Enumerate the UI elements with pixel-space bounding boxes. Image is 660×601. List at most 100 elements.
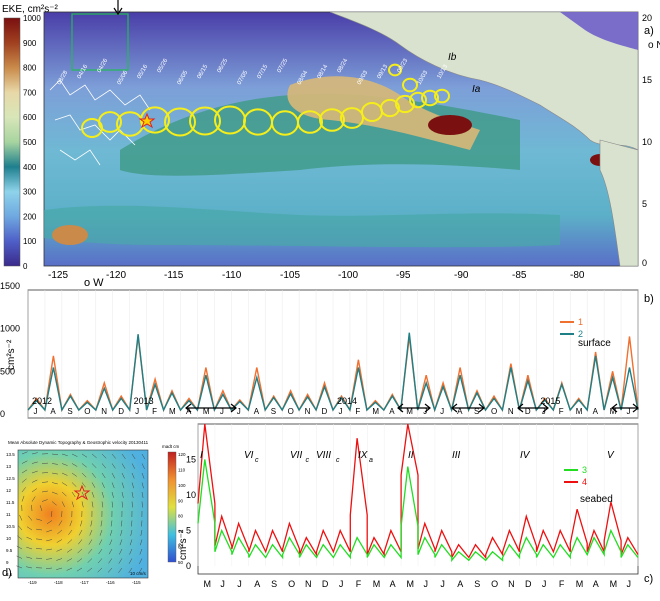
panel-c-month-label: M bbox=[610, 579, 618, 589]
colorbar-tick-label: 700 bbox=[23, 88, 37, 97]
map-x-tick-label: -110 bbox=[222, 270, 242, 281]
panel-c-month-label: S bbox=[474, 579, 480, 589]
panel-b-year-label: 2014 bbox=[337, 396, 357, 406]
panel-c-month-label: J bbox=[339, 579, 344, 589]
panel-b-month-label: J bbox=[440, 407, 444, 416]
madt-colorbar-tick: 100 bbox=[178, 483, 186, 488]
panel-c-ytick-label: 10 bbox=[186, 490, 196, 500]
panel-c-month-label: M bbox=[576, 579, 584, 589]
place-label-ib: Ib bbox=[448, 52, 457, 63]
panel-d-ytick: 9 bbox=[6, 560, 9, 565]
event-label-subscript: a bbox=[369, 457, 373, 464]
panel-b-month-label: N bbox=[508, 407, 514, 416]
map-x-tick-label: -115 bbox=[164, 270, 184, 281]
panel-b-month-label: J bbox=[338, 407, 342, 416]
speed-note: 10 cm/s bbox=[130, 571, 147, 576]
panel-c-month-label: A bbox=[254, 579, 260, 589]
panel-c-month-label: M bbox=[203, 579, 211, 589]
panel-d-ytick: 10 bbox=[6, 536, 12, 541]
panel-b-legend-number: 1 bbox=[578, 317, 583, 327]
panel-b-month-label: O bbox=[491, 407, 497, 416]
colorbar-tick-label: 0 bbox=[23, 262, 28, 271]
panel-b-ytick-label: 0 bbox=[0, 409, 5, 419]
colorbar-tick-label: 200 bbox=[23, 212, 37, 221]
panel-b-month-label: F bbox=[152, 407, 157, 416]
colorbar-tick-label: 800 bbox=[23, 64, 37, 73]
madt-colorbar-tick: 120 bbox=[178, 452, 186, 457]
panel-d-xticks: -119 -118 -117 -116 -115 bbox=[28, 580, 141, 585]
madt-colorbar-tick: 80 bbox=[178, 514, 184, 519]
map-y-tick-label: 5 bbox=[642, 199, 647, 209]
panel-b-month-label: S bbox=[67, 407, 72, 416]
panel-d-ytick: 10.5 bbox=[6, 524, 15, 529]
map-x-tick-label: -105 bbox=[280, 270, 300, 281]
panel-b-month-label: O bbox=[84, 407, 90, 416]
panel-c-month-label: M bbox=[373, 579, 381, 589]
panel-c-month-label: F bbox=[356, 579, 362, 589]
map-y-tick-label: 15 bbox=[642, 75, 652, 85]
map-x-tick-label: -95 bbox=[396, 270, 411, 281]
panel-b-month-label: M bbox=[576, 407, 583, 416]
panel-a: EKE, cm²s⁻² 1000900800700600500400300200… bbox=[2, 0, 660, 289]
panel-d-ytick: 12 bbox=[6, 488, 12, 493]
event-label-subscript: c bbox=[336, 457, 340, 464]
panel-d-xtick: -117 bbox=[80, 580, 89, 585]
map-x-tick-label: -125 bbox=[48, 270, 68, 281]
panel-d-xtick: -118 bbox=[54, 580, 63, 585]
panel-label-d: d) bbox=[2, 567, 12, 579]
panel-b-year-label: 2013 bbox=[134, 396, 154, 406]
panel-c-month-label: N bbox=[508, 579, 514, 589]
panel-c-month-label: A bbox=[390, 579, 396, 589]
panel-b-month-label: J bbox=[135, 407, 139, 416]
madt-colorbar-tick: 90 bbox=[178, 498, 184, 503]
panel-d-ytick: 12.5 bbox=[6, 476, 15, 481]
y-unit: o N bbox=[648, 40, 660, 51]
panel-c-ytick-label: 15 bbox=[186, 455, 196, 465]
panel-label-b: b) bbox=[644, 293, 654, 305]
map-x-tick-label: -80 bbox=[570, 270, 585, 281]
panel-b-ytick-label: 500 bbox=[0, 366, 15, 376]
panel-c-month-label: J bbox=[220, 579, 225, 589]
colorbar-tick-label: 500 bbox=[23, 138, 37, 147]
panel-d-xtick: -115 bbox=[132, 580, 141, 585]
panel-b-month-label: A bbox=[50, 407, 56, 416]
panel-b-month-label: D bbox=[118, 407, 124, 416]
event-label: II bbox=[408, 450, 414, 461]
panel-b-legend-text: surface bbox=[578, 338, 611, 349]
colorbar-tick-label: 100 bbox=[23, 237, 37, 246]
panel-c-month-label: A bbox=[457, 579, 463, 589]
event-label: I bbox=[200, 450, 203, 461]
eke-max-patch bbox=[428, 115, 472, 135]
colorbar-tick-label: 600 bbox=[23, 113, 37, 122]
panel-label-c: c) bbox=[644, 573, 653, 585]
panel-d-ytick: 11 bbox=[6, 512, 11, 517]
event-label: VI bbox=[244, 450, 254, 461]
panel-d-xtick: -119 bbox=[28, 580, 37, 585]
panel-b-ytick-label: 1000 bbox=[0, 324, 20, 334]
event-label: VIII bbox=[316, 450, 331, 461]
madt-colorbar bbox=[168, 452, 176, 562]
panel-c-ytick-label: 5 bbox=[186, 526, 191, 536]
panel-b-month-label: J bbox=[237, 407, 241, 416]
panel-c-month-label: N bbox=[305, 579, 312, 589]
panel-b-month-label: O bbox=[288, 407, 294, 416]
event-label: III bbox=[452, 450, 461, 461]
panel-d-ytick: 13 bbox=[6, 464, 12, 469]
eke-colorbar bbox=[4, 18, 20, 266]
map-y-tick-label: 0 bbox=[642, 258, 647, 268]
panel-b-month-label: A bbox=[593, 407, 599, 416]
panel-c-month-label: O bbox=[288, 579, 295, 589]
madt-unit: madt cm bbox=[162, 444, 180, 449]
map-x-tick-label: -100 bbox=[338, 270, 358, 281]
panel-c-month-label: S bbox=[271, 579, 277, 589]
colorbar-tick-label: 300 bbox=[23, 188, 37, 197]
panel-b-month-label: J bbox=[33, 407, 37, 416]
panel-d-xtick: -116 bbox=[106, 580, 115, 585]
panel-b-year-label: 2012 bbox=[32, 396, 52, 406]
panel-b-month-label: S bbox=[271, 407, 276, 416]
